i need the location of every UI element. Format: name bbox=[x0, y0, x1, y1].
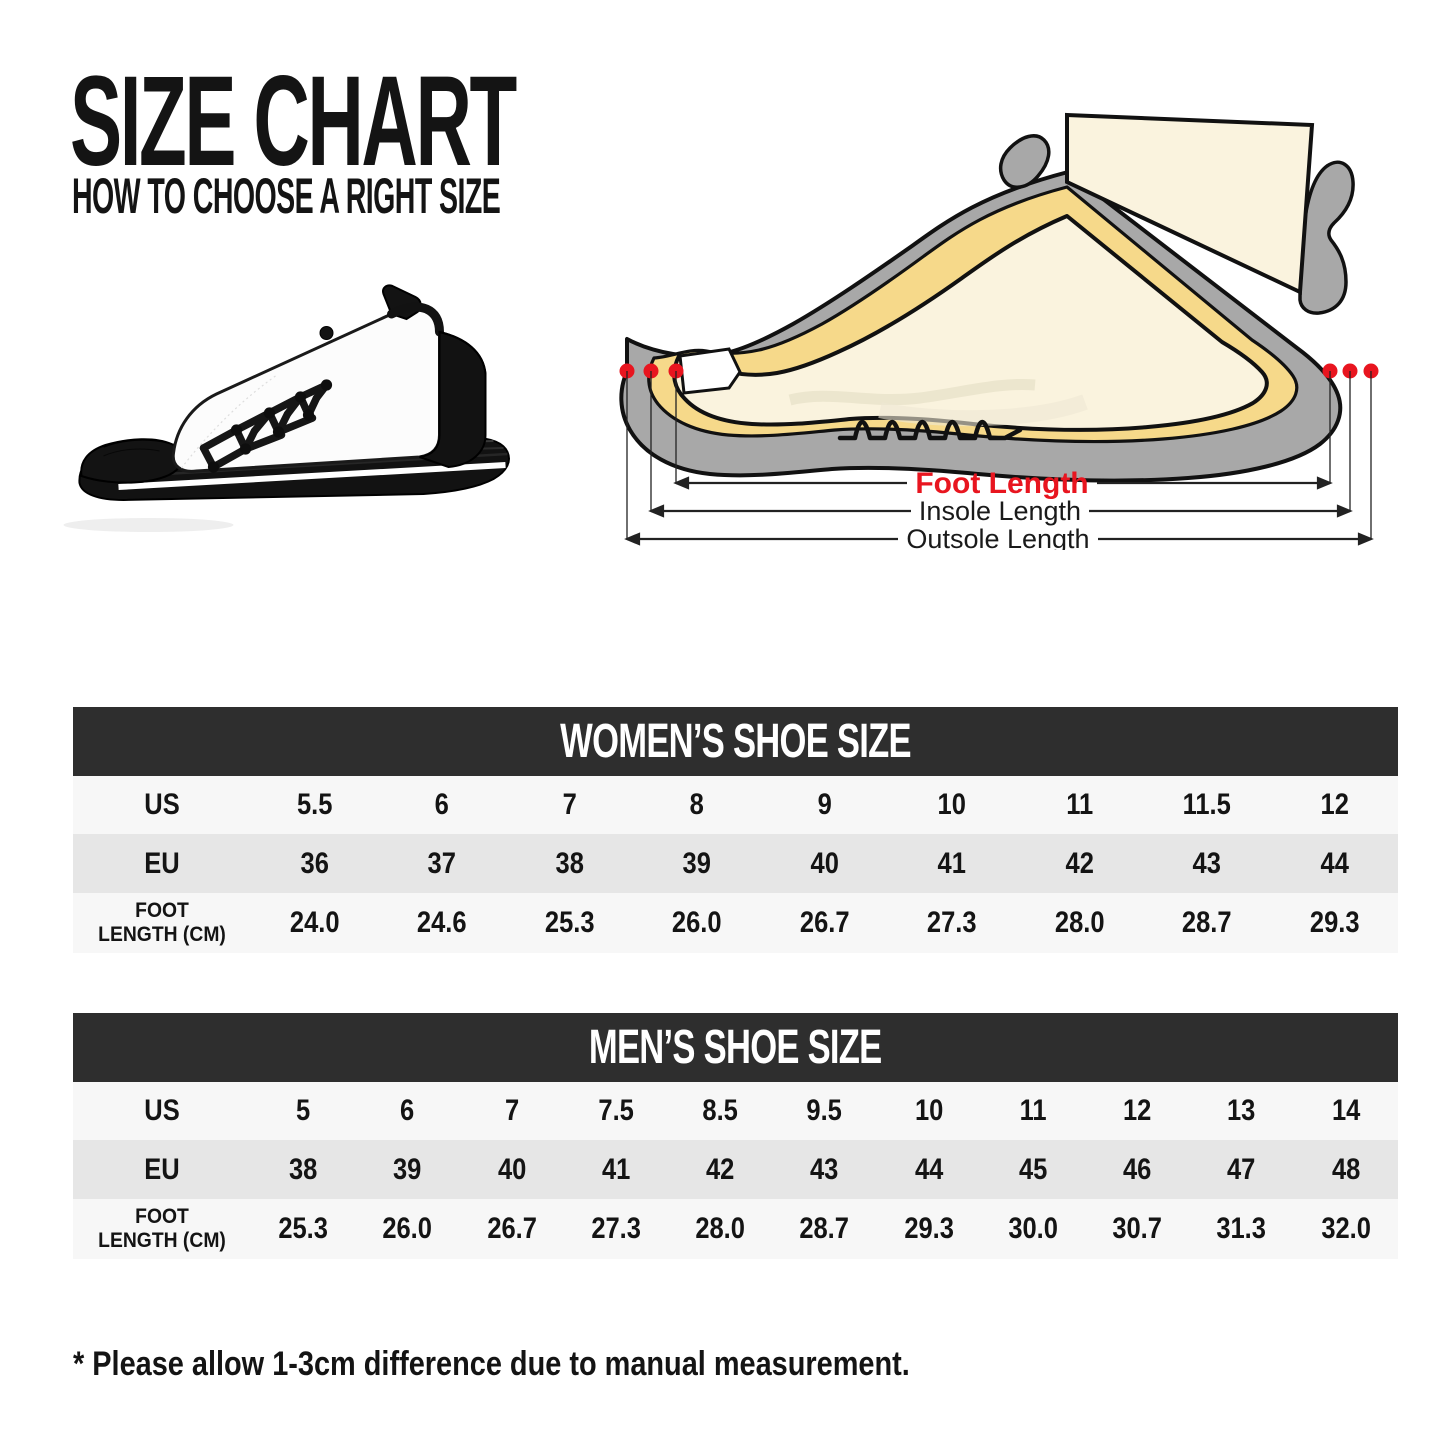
svg-text:Outsole Length: Outsole Length bbox=[906, 524, 1089, 550]
svg-text:Insole Length: Insole Length bbox=[919, 496, 1081, 526]
